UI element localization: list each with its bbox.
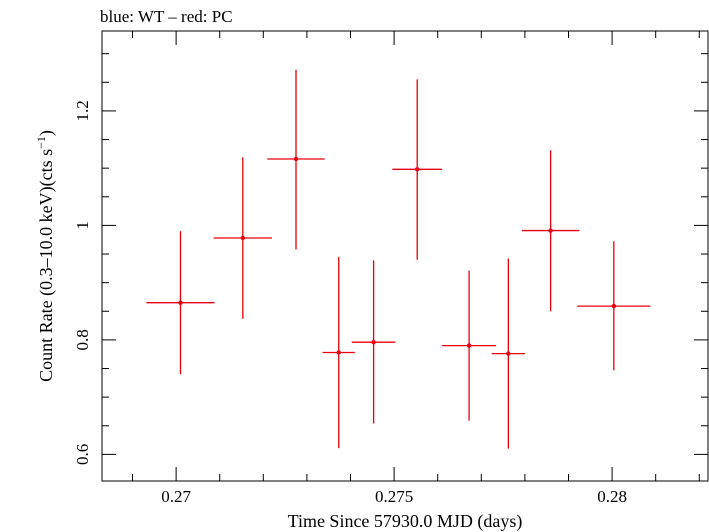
data-marker — [466, 343, 472, 348]
data-point — [267, 69, 325, 250]
data-marker — [506, 351, 511, 356]
data-point — [351, 260, 396, 424]
x-axis-title: Time Since 57930.0 MJD (days) — [288, 511, 523, 532]
y-tick-label: 1 — [73, 221, 92, 230]
data-point — [577, 241, 651, 371]
data-point — [491, 258, 525, 449]
y-tick-label: 0.8 — [73, 329, 92, 350]
data-marker — [371, 339, 376, 345]
data-point — [442, 270, 497, 421]
x-tick-labels: 0.27 0.275 0.28 — [161, 487, 627, 506]
data-marker — [240, 235, 246, 241]
y-tick-label: 0.6 — [73, 444, 92, 465]
y-axis-title: Count Rate (0.3–10.0 keV)(cts s−1) — [34, 130, 57, 382]
data-marker — [178, 300, 183, 305]
data-point — [322, 256, 355, 449]
data-point — [521, 150, 580, 312]
chart-title: blue: WT – red: PC — [100, 7, 233, 26]
data-marker — [336, 350, 341, 355]
y-tick-label: 1.2 — [73, 100, 92, 121]
x-tick-label: 0.275 — [375, 487, 413, 506]
data-marker — [548, 228, 553, 233]
data-point — [213, 157, 273, 319]
x-tick-label: 0.27 — [161, 487, 191, 506]
axis-ticks — [102, 31, 708, 481]
data-marker — [415, 167, 420, 172]
x-tick-label: 0.28 — [597, 487, 627, 506]
data-marker — [293, 156, 299, 162]
plot-frame — [101, 30, 709, 482]
y-tick-labels: 0.6 0.8 1 1.2 — [73, 100, 92, 465]
data-marks — [146, 69, 651, 449]
data-point — [146, 231, 215, 375]
data-point — [392, 79, 443, 260]
data-marker — [611, 303, 617, 309]
